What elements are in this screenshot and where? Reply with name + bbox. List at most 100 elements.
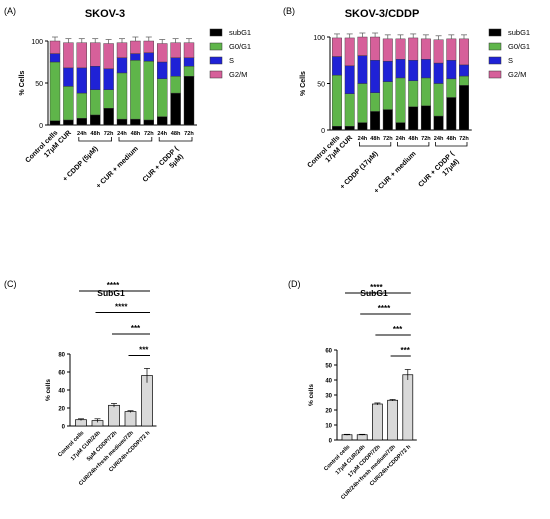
bar-segment-g0g1	[395, 77, 406, 123]
bar-segment-g2m	[143, 40, 155, 53]
bar-segment-subg1	[76, 118, 88, 126]
bar-segment-g2m	[395, 38, 406, 60]
y-tick-label: 0	[329, 439, 333, 445]
bar-segment-subg1	[420, 105, 431, 131]
bar-segment-s	[420, 59, 431, 79]
bar-segment-g0g1	[408, 80, 419, 107]
bar-segment-s	[433, 62, 444, 84]
bar-segment-s	[446, 60, 457, 80]
bar-segment-subg1	[332, 126, 342, 131]
bar-segment-g0g1	[357, 83, 368, 123]
legend-swatch	[209, 28, 223, 37]
group-bracket	[158, 137, 193, 142]
y-axis-label: % Cells	[19, 70, 26, 95]
y-tick-label: 40	[58, 389, 65, 395]
y-tick-label: 50	[325, 364, 332, 370]
bar-segment-subg1	[382, 109, 393, 131]
legend-swatch	[209, 70, 223, 79]
bar-segment-g0g1	[433, 83, 444, 117]
y-axis-label: % cells	[45, 379, 52, 401]
bar-segment-subg1	[49, 120, 61, 126]
bar-segment-subg1	[130, 118, 141, 126]
bar-segment-s	[63, 67, 74, 87]
bar-segment-subg1	[459, 85, 469, 131]
y-tick-label: 100	[313, 35, 325, 42]
bar-segment-s	[156, 61, 168, 79]
bar-segment-g2m	[130, 40, 141, 54]
time-label: 24h	[396, 136, 406, 142]
bar-segment-g2m	[459, 38, 469, 66]
bar-segment-g0g1	[116, 72, 128, 120]
y-tick-label: 80	[58, 353, 65, 359]
bar	[402, 374, 414, 441]
time-label: 48h	[90, 131, 100, 137]
bar	[75, 419, 87, 427]
bar-segment-subg1	[116, 118, 128, 126]
y-tick-label: 100	[31, 39, 43, 46]
bar-segment-g0g1	[49, 61, 61, 121]
bar-segment-g2m	[344, 37, 355, 67]
bar-segment-subg1	[344, 126, 355, 131]
bar-segment-g2m	[89, 42, 101, 67]
time-label: 48h	[131, 131, 141, 137]
bar-segment-g0g1	[183, 65, 195, 77]
panel-label-d: (D)	[288, 279, 301, 289]
panel-label-b: (B)	[283, 6, 295, 16]
bar-segment-g0g1	[382, 81, 393, 110]
bar-segment-subg1	[446, 97, 457, 131]
group-label: + CUR + medium	[95, 145, 140, 190]
chart-title: SKOV-3/CDDP	[345, 8, 420, 20]
group-label: + CUR + medium	[373, 150, 418, 195]
significance-label: ****	[370, 283, 383, 292]
bar-segment-s	[332, 56, 342, 76]
y-tick-label: 50	[35, 81, 43, 88]
bar-segment-g0g1	[156, 78, 168, 117]
bar-segment-g2m	[116, 42, 128, 59]
time-label: 24h	[358, 136, 368, 142]
legend-swatch	[488, 70, 502, 79]
bar-segment-g2m	[76, 42, 88, 69]
bar-segment-s	[49, 53, 61, 63]
bar-segment-g2m	[183, 42, 195, 59]
bar-segment-s	[116, 57, 128, 74]
bar-segment-g2m	[156, 43, 168, 63]
bar-segment-s	[344, 65, 355, 94]
bar-segment-g2m	[408, 37, 419, 61]
group-bracket	[397, 142, 430, 147]
bar	[141, 375, 153, 427]
legend-label: G0/G1	[229, 42, 251, 51]
bar-segment-g0g1	[143, 60, 155, 121]
time-label: 72h	[421, 136, 431, 142]
legend-swatch	[488, 42, 502, 51]
time-label: 24h	[434, 136, 444, 142]
bar-segment-s	[103, 68, 114, 90]
bar-segment-g0g1	[370, 92, 381, 112]
y-tick-label: 50	[317, 82, 325, 89]
legend-label: S	[508, 56, 513, 65]
group-bracket	[78, 137, 112, 142]
legend-label: G0/G1	[508, 42, 530, 51]
bar-segment-subg1	[395, 122, 406, 131]
bar-segment-g0g1	[344, 93, 355, 127]
significance-label: ***	[401, 346, 411, 355]
bar	[124, 411, 137, 427]
y-tick-label: 10	[325, 424, 332, 430]
bar-segment-g0g1	[89, 89, 101, 116]
bar-segment-g0g1	[170, 76, 181, 94]
y-tick-label: 20	[325, 409, 332, 415]
chart-title: SubG1	[97, 288, 125, 298]
bar-segment-g2m	[63, 42, 74, 69]
y-tick-label: 20	[58, 407, 65, 413]
bar-segment-subg1	[63, 119, 74, 126]
time-label: 24h	[77, 131, 87, 137]
bar-segment-g2m	[420, 38, 431, 60]
bar-segment-g0g1	[103, 89, 114, 109]
panel-label-a: (A)	[4, 6, 16, 16]
group-label: CUR + CDDP (5μM)	[142, 145, 187, 190]
legend-label: G2/M	[508, 70, 526, 79]
bar-segment-subg1	[183, 76, 195, 126]
time-label: 24h	[117, 131, 127, 137]
